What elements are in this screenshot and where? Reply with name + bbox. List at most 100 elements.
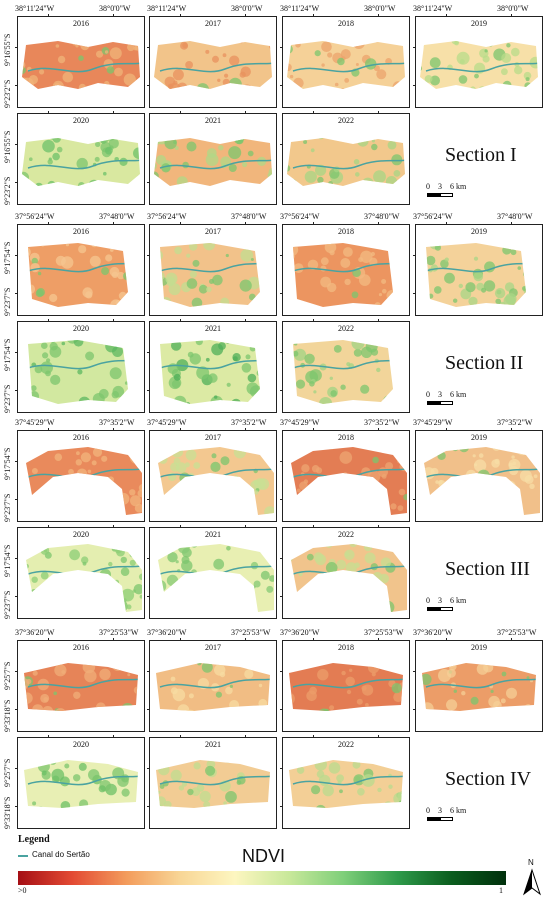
map-panel-2019: 2019 (413, 428, 543, 522)
scale-0: 0 (426, 390, 430, 399)
panel-year-label: 2019 (471, 643, 487, 652)
section-title: Section IV (445, 768, 532, 790)
axis-tick (378, 111, 379, 114)
lon-right-label: 37°48'0"W (497, 212, 533, 221)
ndvi-raster (26, 544, 142, 612)
axis-tick (15, 390, 18, 391)
lon-right-label: 37°25'53"W (364, 628, 404, 637)
axis-tick (180, 111, 181, 114)
panel-year-label: 2016 (73, 19, 89, 28)
lat-top-label: 9°17'54"S (3, 447, 12, 480)
axis-tick (180, 638, 181, 641)
axis-tick (245, 735, 246, 738)
panel-year-label: 2019 (471, 227, 487, 236)
scale-6km: 6 km (450, 596, 467, 605)
axis-tick (313, 319, 314, 322)
axis-tick (147, 768, 150, 769)
axis-tick (446, 222, 447, 225)
axis-tick (446, 428, 447, 431)
ndvi-raster (287, 41, 405, 89)
ndvi-raster (22, 41, 140, 89)
north-label: N (528, 858, 534, 867)
map-panel-2021: 2021 (147, 111, 277, 205)
panel-year-label: 2022 (338, 530, 354, 539)
axis-tick (147, 806, 150, 807)
scale-seg-black (427, 401, 440, 405)
ndvi-raster (24, 760, 138, 808)
lon-right-label: 37°48'0"W (99, 212, 135, 221)
lon-right-label: 38°0'0"W (231, 4, 263, 13)
section-block: 37°36'20"W 37°25'53"W 37°36'20"W 37°25'53"W… (0, 628, 550, 834)
panel-year-label: 2022 (338, 740, 354, 749)
lon-left-label: 37°45'29"W (413, 418, 453, 427)
axis-tick (48, 735, 49, 738)
ndvi-raster (156, 760, 270, 808)
axis-tick (280, 47, 283, 48)
axis-tick (313, 735, 314, 738)
scale-seg-white (440, 401, 453, 405)
ndvi-raster (158, 447, 274, 515)
axis-tick (180, 319, 181, 322)
lat-bottom-label: 9°23'2"S (3, 176, 12, 205)
ndvi-colorbar (18, 871, 506, 885)
map-panel-2016: 2016 (15, 428, 145, 522)
axis-tick (48, 111, 49, 114)
panel-year-label: 2016 (73, 643, 89, 652)
axis-tick (48, 525, 49, 528)
axis-tick (48, 222, 49, 225)
axis-tick (280, 352, 283, 353)
axis-tick (280, 768, 283, 769)
axis-tick (280, 182, 283, 183)
map-panel-2022: 2022 (280, 735, 410, 829)
axis-tick (245, 319, 246, 322)
axis-tick (180, 222, 181, 225)
axis-tick (280, 709, 283, 710)
map-panel-2016: 2016 (15, 222, 145, 316)
lon-right-label: 37°25'53"W (99, 628, 139, 637)
lat-bottom-label: 9°23'7"S (3, 287, 12, 316)
axis-tick (147, 293, 150, 294)
panel-year-label: 2017 (205, 643, 221, 652)
axis-tick (446, 14, 447, 17)
axis-tick (413, 85, 416, 86)
axis-tick (48, 319, 49, 322)
ndvi-title: NDVI (242, 846, 286, 866)
panel-year-label: 2016 (73, 433, 89, 442)
axis-tick (280, 596, 283, 597)
panel-year-label: 2019 (471, 433, 487, 442)
axis-tick (15, 255, 18, 256)
panel-year-label: 2018 (338, 19, 354, 28)
axis-tick (511, 14, 512, 17)
axis-tick (15, 806, 18, 807)
lat-top-label: 9°16'55"S (3, 33, 12, 66)
axis-tick (147, 709, 150, 710)
scale-seg-white (440, 817, 453, 821)
axis-tick (15, 293, 18, 294)
axis-tick (15, 47, 18, 48)
map-panel-2020: 2020 (15, 735, 145, 829)
lon-right-label: 37°25'53"W (231, 628, 271, 637)
map-panel-2019: 2019 (413, 222, 543, 316)
section-block: 38°11'24"W 38°0'0"W 38°11'24"W 38°0'0"W 38°1… (0, 4, 550, 210)
axis-tick (113, 638, 114, 641)
lon-left-label: 37°45'29"W (15, 418, 55, 427)
lon-left-label: 37°36'20"W (147, 628, 187, 637)
lon-right-label: 37°35'2"W (231, 418, 267, 427)
axis-tick (378, 319, 379, 322)
lon-right-label: 37°48'0"W (364, 212, 400, 221)
scale-0: 0 (426, 806, 430, 815)
map-panel-2016: 2016 (15, 14, 145, 108)
ndvi-raster (291, 447, 407, 515)
section-title: Section III (445, 558, 530, 580)
axis-tick (280, 806, 283, 807)
axis-tick (113, 735, 114, 738)
panel-year-label: 2018 (338, 643, 354, 652)
axis-tick (378, 14, 379, 17)
lon-left-label: 38°11'24"W (413, 4, 453, 13)
panel-year-label: 2021 (205, 324, 221, 333)
scale-seg-black (427, 193, 440, 197)
axis-tick (180, 14, 181, 17)
axis-tick (147, 85, 150, 86)
